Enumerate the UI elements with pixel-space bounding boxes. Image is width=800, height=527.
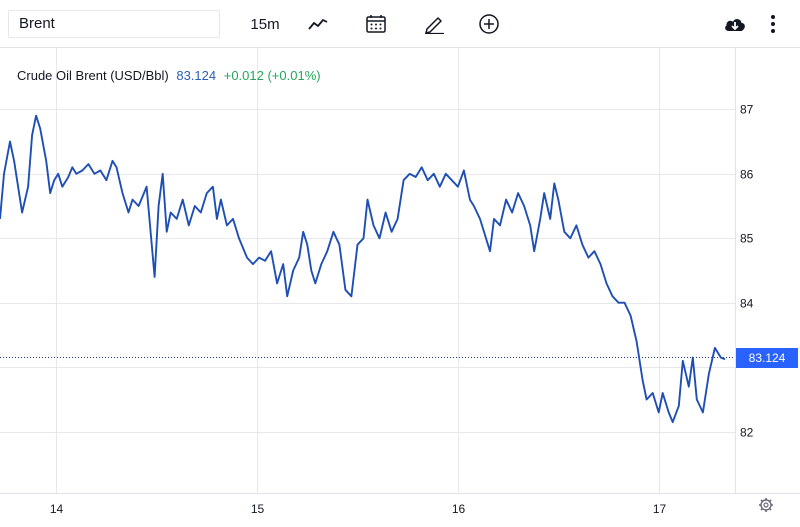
chart-grid [0, 48, 800, 494]
draw-pencil-icon[interactable] [419, 10, 449, 38]
chart-settings-icon[interactable] [759, 498, 773, 512]
current-price-tag: 83.124 [736, 348, 798, 368]
y-axis-ticks: 87 86 85 84 82 [740, 103, 754, 440]
chart-toolbar: Brent 15m [0, 0, 800, 48]
add-compare-icon[interactable] [474, 10, 504, 38]
x-tick-label: 15 [251, 502, 265, 516]
interval-selector[interactable]: 15m [250, 15, 280, 33]
x-tick-label: 17 [653, 502, 667, 516]
y-tick-label: 86 [740, 168, 754, 182]
y-tick-label: 87 [740, 103, 754, 117]
line-style-icon[interactable] [303, 10, 333, 38]
x-axis-ticks: 1415161718 [50, 502, 667, 516]
more-menu-icon[interactable] [758, 10, 788, 38]
legend-series-name: Crude Oil Brent (USD/Bbl) [17, 68, 169, 83]
download-cloud-icon[interactable] [720, 10, 750, 38]
legend-change: +0.012 (+0.01%) [223, 68, 321, 83]
y-tick-label: 82 [740, 426, 754, 440]
y-tick-label: 85 [740, 232, 754, 246]
legend-last-value: 83.124 [176, 68, 217, 83]
symbol-search-input[interactable]: Brent [8, 10, 220, 38]
x-tick-label: 16 [452, 502, 466, 516]
calendar-icon[interactable] [361, 10, 391, 38]
chart-legend: Crude Oil Brent (USD/Bbl) 83.124 +0.012 … [17, 68, 321, 83]
x-tick-label: 14 [50, 502, 64, 516]
y-tick-label: 84 [740, 297, 754, 311]
series-line [0, 114, 726, 424]
